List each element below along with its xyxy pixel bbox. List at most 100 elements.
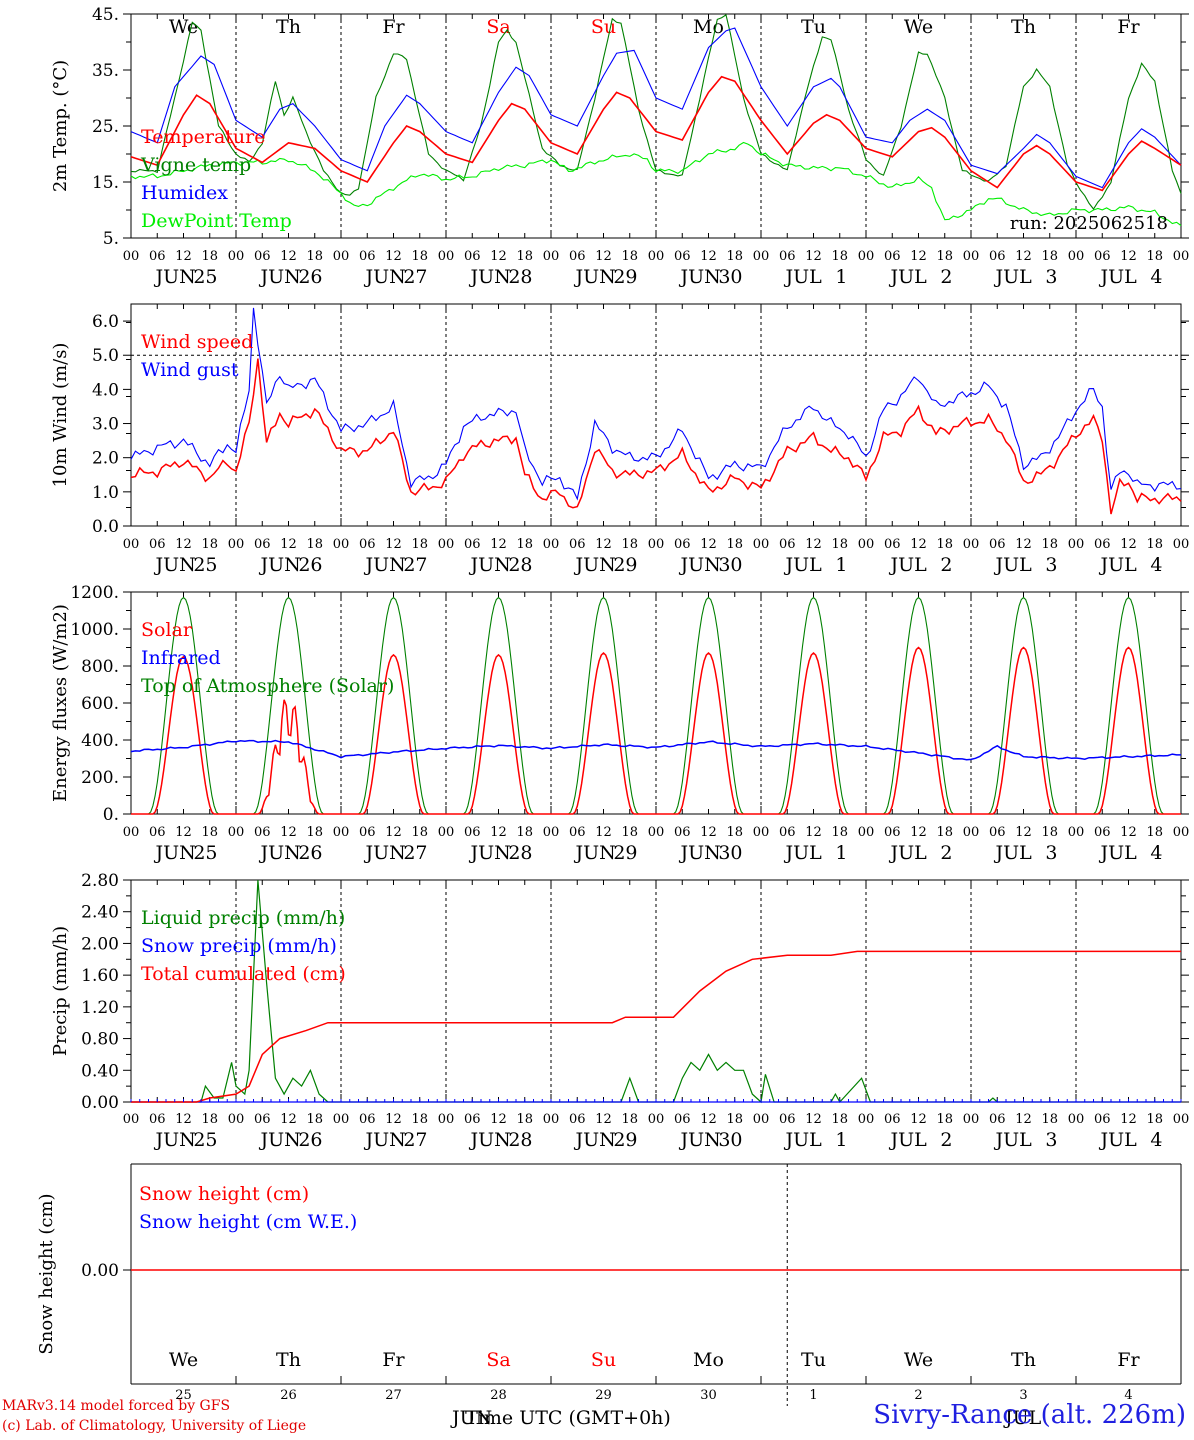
day-of-week-label: Tu <box>801 16 826 38</box>
y-axis-label: 10m Wind (m/s) <box>50 343 71 488</box>
day-of-week-label: Th <box>276 16 301 38</box>
date-label: 25 <box>193 842 217 864</box>
legend-liquid-precip-mm-h-: Liquid precip (mm/h) <box>141 907 345 929</box>
hour-tick-label: 06 <box>254 537 271 552</box>
hour-tick-label: 00 <box>123 1112 140 1127</box>
month-label: JUN <box>574 1129 616 1151</box>
hour-tick-label: 12 <box>385 825 402 840</box>
month-label: JUN <box>469 554 511 576</box>
hour-tick-label: 00 <box>543 1112 560 1127</box>
day-of-week-label: Fr <box>382 1349 405 1371</box>
hour-tick-label: 06 <box>254 825 271 840</box>
hour-tick-label: 06 <box>884 1112 901 1127</box>
hour-tick-label: 18 <box>1041 249 1058 264</box>
hour-tick-label: 06 <box>674 537 691 552</box>
y-tick-label: 1200. <box>70 583 119 603</box>
hour-tick-label: 00 <box>648 249 665 264</box>
hour-tick-label: 18 <box>1041 537 1058 552</box>
hour-tick-label: 00 <box>228 1112 245 1127</box>
hour-tick-label: 00 <box>438 537 455 552</box>
hour-tick-label: 18 <box>516 825 533 840</box>
hour-tick-label: 00 <box>1173 249 1190 264</box>
hour-tick-label: 06 <box>989 825 1006 840</box>
hour-tick-label: 00 <box>1068 1112 1085 1127</box>
legend-snow-height-cm-w-e-: Snow height (cm W.E.) <box>139 1211 357 1233</box>
date-label: 26 <box>298 266 322 288</box>
hour-tick-label: 00 <box>753 825 770 840</box>
hour-tick-label: 06 <box>149 249 166 264</box>
hour-tick-label: 18 <box>411 537 428 552</box>
hour-tick-label: 06 <box>779 825 796 840</box>
day-of-week-label: We <box>904 1349 933 1371</box>
date-label: 25 <box>193 554 217 576</box>
y-tick-label: 35. <box>92 61 119 81</box>
month-label: JUN <box>154 266 196 288</box>
hour-tick-label: 00 <box>123 249 140 264</box>
hour-tick-label: 00 <box>438 1112 455 1127</box>
date-label: 1 <box>835 1129 847 1151</box>
hour-tick-label: 06 <box>359 1112 376 1127</box>
hour-tick-label: 18 <box>306 825 323 840</box>
run-label: run: 2025062518 <box>1010 213 1168 234</box>
hour-tick-label: 18 <box>516 249 533 264</box>
month-label: JUN <box>679 1129 721 1151</box>
hour-tick-label: 00 <box>333 537 350 552</box>
day-of-week-label: We <box>169 1349 198 1371</box>
hour-tick-label: 18 <box>936 1112 953 1127</box>
hour-tick-label: 06 <box>149 825 166 840</box>
series-vigne-temp <box>130 14 1182 210</box>
hour-tick-label: 00 <box>123 825 140 840</box>
hour-tick-label: 00 <box>1068 825 1085 840</box>
date-label: 4 <box>1150 266 1162 288</box>
hour-tick-label: 00 <box>858 1112 875 1127</box>
hour-tick-label: 06 <box>569 249 586 264</box>
month-label: JUL <box>784 554 823 576</box>
hour-tick-label: 06 <box>359 537 376 552</box>
hour-tick-label: 12 <box>490 825 507 840</box>
month-label: JUL <box>994 266 1033 288</box>
hour-tick-label: 06 <box>464 537 481 552</box>
month-label: JUL <box>784 266 823 288</box>
hour-tick-label: 06 <box>464 1112 481 1127</box>
date-label: 4 <box>1150 1129 1162 1151</box>
hour-tick-label: 00 <box>1068 537 1085 552</box>
model-credit: MARv3.14 model forced by GFS <box>2 1398 231 1414</box>
hour-tick-label: 18 <box>621 537 638 552</box>
month-label: JUN <box>259 554 301 576</box>
date-label: 26 <box>280 1388 297 1403</box>
hour-tick-label: 12 <box>175 825 192 840</box>
y-tick-label: 5.0 <box>92 346 119 366</box>
month-label: JUN <box>154 1129 196 1151</box>
hour-tick-label: 18 <box>831 825 848 840</box>
y-axis-label: 2m Temp. (°C) <box>50 60 71 192</box>
date-label: 29 <box>613 266 637 288</box>
legend-snow-precip-mm-h-: Snow precip (mm/h) <box>141 935 337 957</box>
date-label: 30 <box>718 266 742 288</box>
day-of-week-label: Th <box>1011 1349 1036 1371</box>
hour-tick-label: 12 <box>910 249 927 264</box>
hour-tick-label: 00 <box>858 537 875 552</box>
month-label: JUL <box>994 554 1033 576</box>
date-label: 4 <box>1150 842 1162 864</box>
hour-tick-label: 12 <box>805 537 822 552</box>
hour-tick-label: 18 <box>831 1112 848 1127</box>
hour-tick-label: 18 <box>411 1112 428 1127</box>
month-label: JUL <box>1099 842 1138 864</box>
hour-tick-label: 06 <box>464 825 481 840</box>
series-humidex <box>130 27 1182 189</box>
month-label: JUN <box>259 266 301 288</box>
hour-tick-label: 00 <box>753 537 770 552</box>
day-of-week-label: Mo <box>693 1349 724 1371</box>
date-label: 4 <box>1124 1388 1132 1403</box>
hour-tick-label: 00 <box>1173 1112 1190 1127</box>
hour-tick-label: 18 <box>201 249 218 264</box>
hour-tick-label: 06 <box>1094 1112 1111 1127</box>
month-label: JUL <box>1099 266 1138 288</box>
hour-tick-label: 18 <box>726 249 743 264</box>
hour-tick-label: 00 <box>753 249 770 264</box>
hour-tick-label: 00 <box>963 537 980 552</box>
hour-tick-label: 12 <box>175 537 192 552</box>
date-label: 27 <box>403 1129 427 1151</box>
month-label: JUN <box>469 266 511 288</box>
